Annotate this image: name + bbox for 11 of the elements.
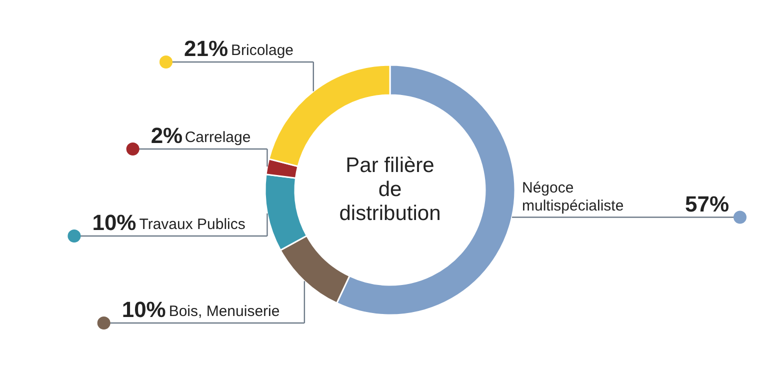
data-label: 21%	[184, 36, 228, 61]
data-label: 10%	[92, 210, 136, 235]
data-label: 10%	[122, 297, 166, 322]
text: Par filière de distribution	[339, 154, 441, 225]
slice-label: Travaux Publics	[139, 216, 246, 233]
data-label: 2%	[150, 123, 183, 148]
slice-label: Négoce multispécialiste	[522, 179, 624, 214]
slice-label: Bois, Menuiserie	[168, 303, 280, 320]
slice-label: Carrelage	[184, 129, 251, 146]
slice-label: Bricolage	[230, 42, 294, 59]
data-label: 57%	[685, 191, 730, 216]
